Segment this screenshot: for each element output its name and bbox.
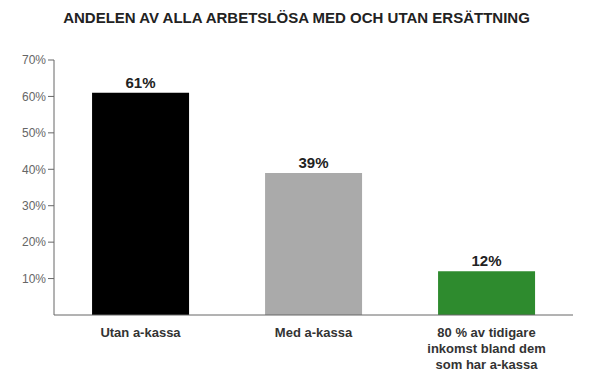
svg-text:10%: 10% bbox=[22, 272, 46, 286]
svg-text:30%: 30% bbox=[22, 199, 46, 213]
svg-text:60%: 60% bbox=[22, 90, 46, 104]
svg-text:50%: 50% bbox=[22, 126, 46, 140]
svg-text:Utan a-kassa: Utan a-kassa bbox=[100, 325, 181, 340]
svg-text:80 % av tidigareinkomst bland: 80 % av tidigareinkomst bland demsom har… bbox=[427, 325, 545, 372]
svg-text:70%: 70% bbox=[22, 53, 46, 67]
svg-text:20%: 20% bbox=[22, 235, 46, 249]
html-text:ANDELEN AV ALLA ARBETSLÖSA MED: ANDELEN AV ALLA ARBETSLÖSA MED OCH UTAN … bbox=[63, 9, 530, 26]
svg-text:39%: 39% bbox=[299, 154, 329, 171]
svg-text:40%: 40% bbox=[22, 163, 46, 177]
svg-text:12%: 12% bbox=[472, 252, 502, 269]
svg-text:61%: 61% bbox=[126, 74, 156, 91]
svg-text:Med a-kassa: Med a-kassa bbox=[275, 325, 353, 340]
